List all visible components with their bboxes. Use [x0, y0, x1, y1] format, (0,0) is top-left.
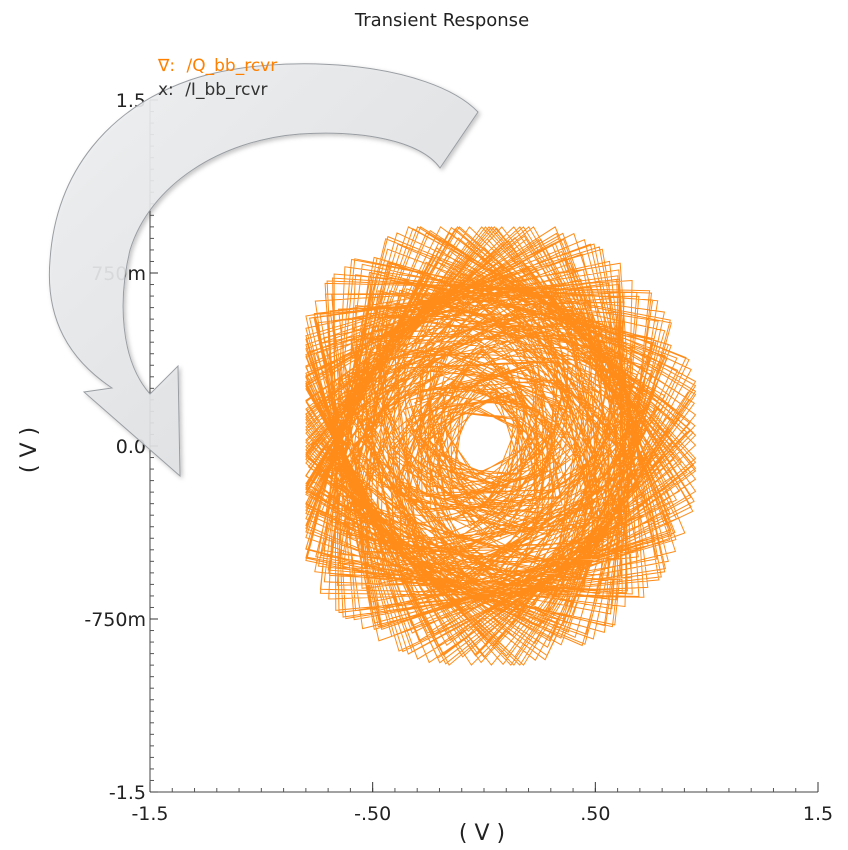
series-q-vs-i [305, 226, 697, 666]
axes [149, 100, 818, 793]
y-axis-label: ( V ) [17, 427, 42, 473]
series-line [305, 226, 697, 666]
major-ticks: 1.5750m0.0-750m-1.5-1.5-.50.501.5 [84, 90, 833, 825]
x-axis-label: ( V ) [459, 821, 505, 846]
legend-q-marker: ∇: [157, 56, 175, 76]
legend-entry-i: x: /I_bb_rcvr [158, 80, 268, 100]
legend-i-text: /I_bb_rcvr [185, 80, 267, 100]
legend-i-marker: x: [158, 80, 174, 100]
x-tick-label: .50 [580, 803, 610, 825]
minor-ticks [149, 99, 819, 793]
legend-q-text: /Q_bb_rcvr [187, 56, 278, 76]
y-tick-label: -750m [84, 609, 146, 631]
curved-arrow-annotation [48, 63, 479, 478]
chart-title: Transient Response [354, 10, 529, 31]
y-tick-label: 0.0 [116, 436, 146, 458]
legend-entry-q: ∇: /Q_bb_rcvr [157, 56, 277, 76]
x-tick-label: -1.5 [131, 803, 168, 825]
y-tick-label: -1.5 [109, 782, 146, 804]
legend: ∇: /Q_bb_rcvr x: /I_bb_rcvr [157, 56, 277, 100]
x-tick-label: -.50 [354, 803, 391, 825]
x-tick-label: 1.5 [803, 803, 833, 825]
